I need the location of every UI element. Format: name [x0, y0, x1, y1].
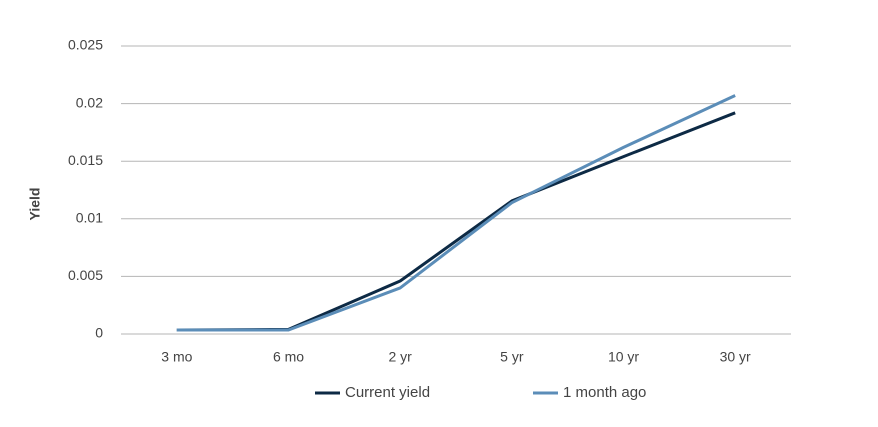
y-axis-label: Yield	[27, 188, 43, 221]
y-tick-label: 0.005	[68, 267, 103, 283]
legend-label: Current yield	[345, 384, 430, 401]
x-tick-label: 2 yr	[388, 349, 412, 365]
x-tick-label: 5 yr	[500, 349, 524, 365]
legend-label: 1 month ago	[563, 384, 646, 401]
x-tick-label: 6 mo	[273, 349, 304, 365]
data-line	[176, 94, 736, 332]
y-tick-label: 0.015	[68, 152, 103, 168]
data-line	[176, 111, 736, 332]
x-tick-label: 3 mo	[161, 349, 192, 365]
x-tick-label: 30 yr	[720, 349, 751, 365]
y-tick-label: 0.01	[76, 210, 103, 226]
y-tick-label: 0.025	[68, 37, 103, 53]
y-tick-label: 0	[95, 325, 103, 341]
x-tick-label: 10 yr	[608, 349, 639, 365]
y-tick-label: 0.02	[76, 94, 103, 110]
